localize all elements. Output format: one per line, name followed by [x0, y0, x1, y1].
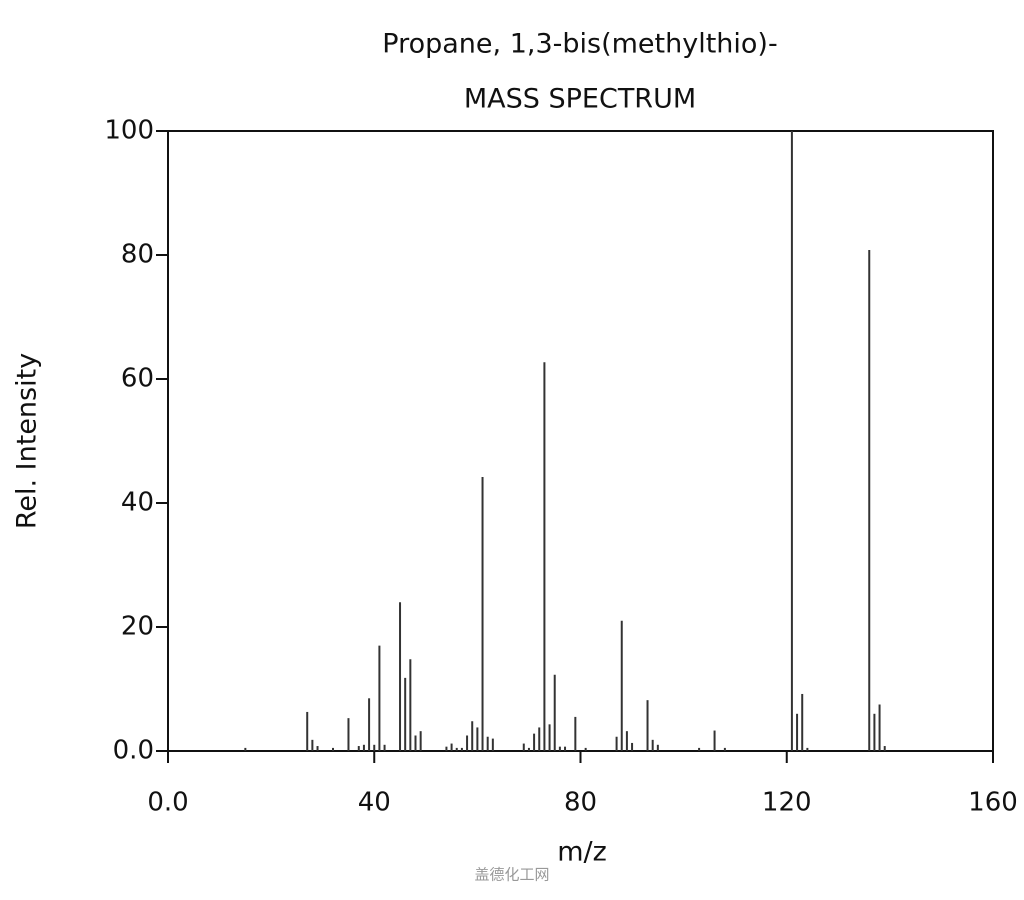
x-tick-label: 0.0 [147, 788, 188, 818]
chart-title: Propane, 1,3-bis(methylthio)- [382, 29, 777, 60]
y-axis-label: Rel. Intensity [12, 353, 43, 529]
y-tick-label: 60 [121, 364, 154, 394]
x-tick-label: 40 [358, 788, 391, 818]
x-tick-label: 160 [968, 788, 1018, 818]
y-tick-label: 80 [121, 240, 154, 270]
watermark: 盖德化工网 [474, 866, 549, 884]
y-tick-label: 20 [121, 612, 154, 642]
y-tick-label: 0.0 [113, 736, 154, 766]
x-axis-label: m/z [557, 837, 607, 868]
y-tick-label: 40 [121, 488, 154, 518]
x-tick-label: 120 [762, 788, 812, 818]
chart-subtitle: MASS SPECTRUM [464, 84, 696, 115]
x-tick-label: 80 [564, 788, 597, 818]
y-tick-label: 100 [104, 116, 154, 146]
